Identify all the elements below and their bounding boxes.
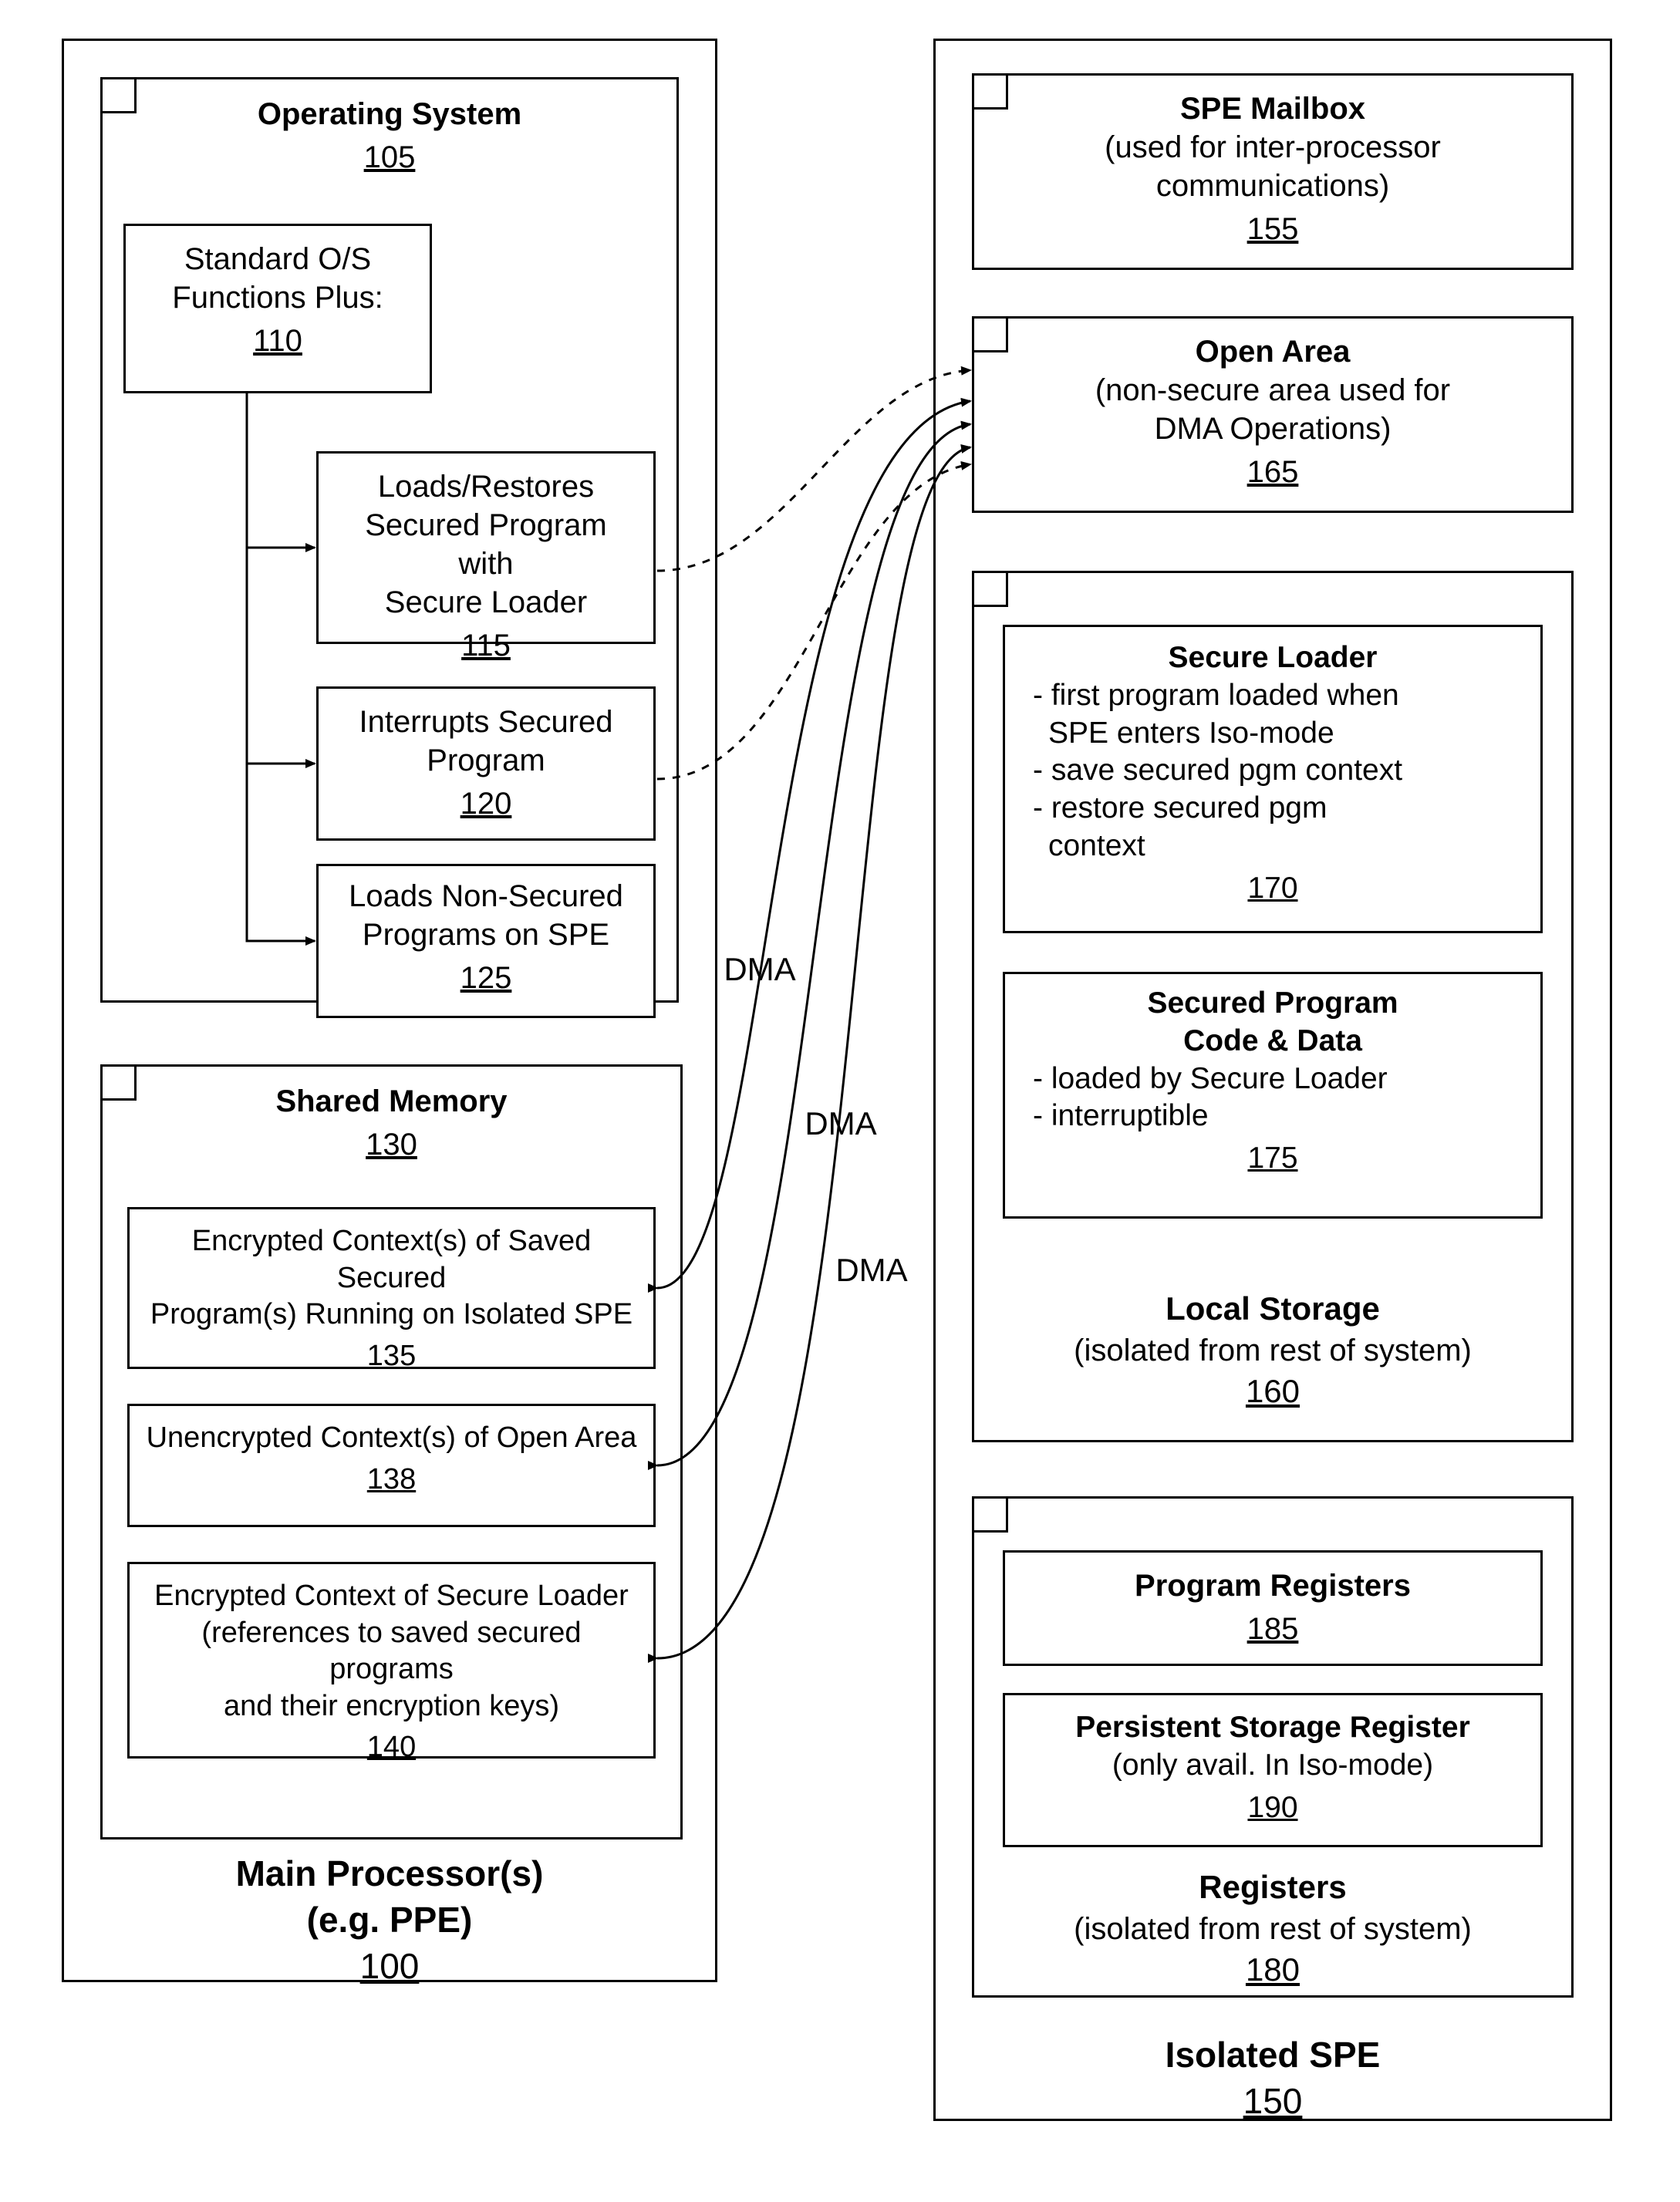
b175-t: Secured Program <box>1022 985 1523 1023</box>
b165-t: Open Area <box>990 332 1556 371</box>
b155-l2: communications) <box>990 167 1556 205</box>
box-165: Open Area (non-secure area used for DMA … <box>972 316 1574 513</box>
b165-l2: DMA Operations) <box>990 410 1556 448</box>
dma-label-1: DMA <box>706 949 814 991</box>
b190-l1: (only avail. In Iso-mode) <box>1020 1747 1525 1785</box>
b185-t: Program Registers <box>1020 1566 1525 1605</box>
mp-ref: 100 <box>62 1944 717 1990</box>
b185-ref: 185 <box>1020 1610 1525 1648</box>
rg-t: Registers <box>972 1866 1574 1909</box>
box-170: Secure Loader - first program loaded whe… <box>1003 625 1543 933</box>
b175-l1: - loaded by Secure Loader <box>1033 1061 1523 1098</box>
b175-t2: Code & Data <box>1022 1023 1523 1061</box>
dma2-text: DMA <box>805 1105 876 1141</box>
b125-l1: Loads Non-Secured <box>334 877 638 916</box>
dma-label-2: DMA <box>787 1103 895 1145</box>
b140-l3: and their encryption keys) <box>145 1688 638 1725</box>
box-135: Encrypted Context(s) of Saved Secured Pr… <box>127 1207 656 1369</box>
b115-l1: Loads/Restores <box>334 467 638 506</box>
iso-ref: 150 <box>933 2079 1612 2125</box>
b170-l3: - save secured pgm context <box>1033 752 1523 790</box>
iso-t: Isolated SPE <box>933 2032 1612 2079</box>
b138-ref: 138 <box>145 1462 638 1499</box>
dma3-text: DMA <box>835 1252 907 1288</box>
dma1-text: DMA <box>724 951 795 987</box>
box-138: Unencrypted Context(s) of Open Area 138 <box>127 1404 656 1527</box>
b140-ref: 140 <box>145 1729 638 1766</box>
b115-l3: Secure Loader <box>334 583 638 622</box>
b140-l2: (references to saved secured programs <box>145 1615 638 1688</box>
b190-t: Persistent Storage Register <box>1020 1709 1525 1747</box>
b120-ref: 120 <box>334 784 638 823</box>
box-175: Secured Program Code & Data - loaded by … <box>1003 972 1543 1219</box>
std-l1: Standard O/S <box>141 240 414 278</box>
main-proc-label: Main Processor(s) (e.g. PPE) 100 <box>62 1851 717 1989</box>
mp-l2: (e.g. PPE) <box>62 1897 717 1944</box>
b155-ref: 155 <box>990 210 1556 248</box>
b135-l1: Encrypted Context(s) of Saved Secured <box>145 1223 638 1297</box>
diagram-root: Operating System 105 Standard O/S Functi… <box>15 15 1665 2187</box>
box-125: Loads Non-Secured Programs on SPE 125 <box>316 864 656 1018</box>
b165-ref: 165 <box>990 453 1556 491</box>
b115-ref: 115 <box>334 626 638 665</box>
mp-l1: Main Processor(s) <box>62 1851 717 1897</box>
ls-sub: (isolated from rest of system) <box>972 1330 1574 1371</box>
b170-t: Secure Loader <box>1022 639 1523 677</box>
b170-l4: - restore secured pgm <box>1033 790 1523 828</box>
b125-ref: 125 <box>334 959 638 997</box>
b170-ref: 170 <box>1022 870 1523 908</box>
rg-sub: (isolated from rest of system) <box>972 1909 1574 1949</box>
b115-l2: Secured Program with <box>334 506 638 583</box>
b175-ref: 175 <box>1022 1140 1523 1178</box>
std-l2: Functions Plus: <box>141 278 414 317</box>
box-120: Interrupts Secured Program 120 <box>316 686 656 841</box>
b170-l1: - first program loaded when <box>1033 677 1523 715</box>
local-storage-label: Local Storage (isolated from rest of sys… <box>972 1288 1574 1412</box>
b170-l5: context <box>1033 828 1523 865</box>
b175-l2: - interruptible <box>1033 1098 1523 1135</box>
os-title: Operating System <box>118 95 661 133</box>
box-115: Loads/Restores Secured Program with Secu… <box>316 451 656 644</box>
ls-t: Local Storage <box>972 1288 1574 1330</box>
b120-l2: Program <box>334 741 638 780</box>
std-ref: 110 <box>141 322 414 360</box>
ls-ref: 160 <box>972 1371 1574 1413</box>
b155-t: SPE Mailbox <box>990 89 1556 128</box>
std-os-box: Standard O/S Functions Plus: 110 <box>123 224 432 393</box>
box-185: Program Registers 185 <box>1003 1550 1543 1666</box>
rg-ref: 180 <box>972 1949 1574 1991</box>
b120-l1: Interrupts Secured <box>334 703 638 741</box>
box-155: SPE Mailbox (used for inter-processor co… <box>972 73 1574 270</box>
b155-l1: (used for inter-processor <box>990 128 1556 167</box>
b125-l2: Programs on SPE <box>334 916 638 954</box>
os-ref: 105 <box>118 138 661 177</box>
b135-l2: Program(s) Running on Isolated SPE <box>145 1297 638 1334</box>
shm-ref: 130 <box>118 1125 665 1164</box>
b140-l1: Encrypted Context of Secure Loader <box>145 1578 638 1615</box>
dma-label-3: DMA <box>818 1249 926 1292</box>
registers-label: Registers (isolated from rest of system)… <box>972 1866 1574 1991</box>
b138-l1: Unencrypted Context(s) of Open Area <box>145 1420 638 1457</box>
b170-l2: SPE enters Iso-mode <box>1033 715 1523 753</box>
b135-ref: 135 <box>145 1338 638 1375</box>
shm-title: Shared Memory <box>118 1082 665 1121</box>
b165-l1: (non-secure area used for <box>990 371 1556 410</box>
isolated-spe-label: Isolated SPE 150 <box>933 2032 1612 2125</box>
box-190: Persistent Storage Register (only avail.… <box>1003 1693 1543 1847</box>
b190-ref: 190 <box>1020 1789 1525 1827</box>
box-140: Encrypted Context of Secure Loader (refe… <box>127 1562 656 1759</box>
